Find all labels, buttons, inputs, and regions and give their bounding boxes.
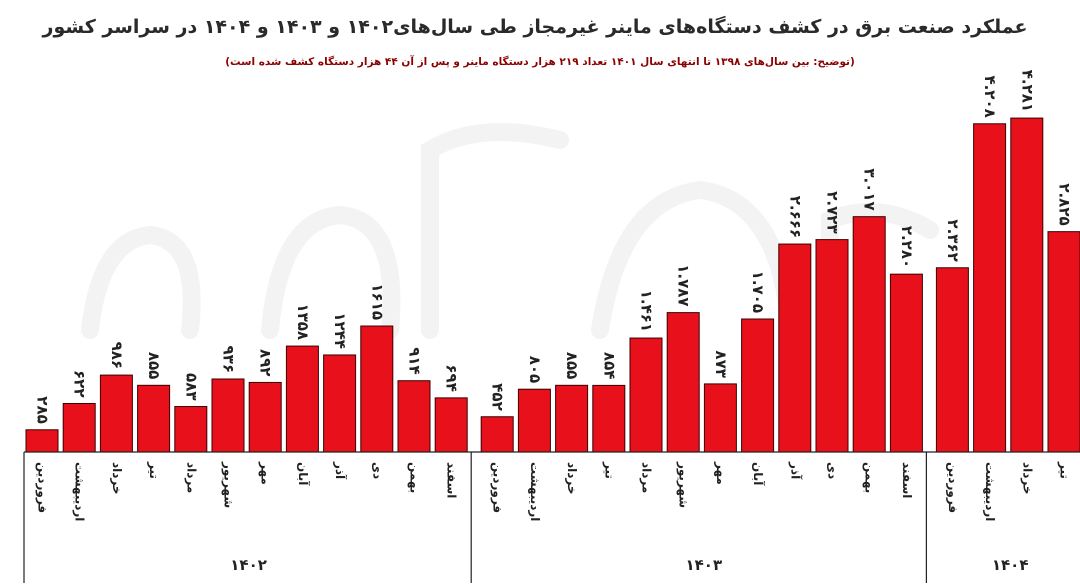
year-group-label: ۱۴۰۲: [230, 556, 267, 574]
month-tick-label: مرداد: [184, 462, 198, 493]
month-tick-label: مرداد: [640, 462, 654, 493]
month-tick-label: دی: [370, 462, 384, 479]
value-label: ۱۶۱۵: [368, 283, 386, 320]
value-label: ۸۵۵: [145, 352, 163, 379]
bar-۱۴۰۲-12: [434, 397, 468, 453]
bar-۱۴۰۲-10: [360, 325, 394, 453]
bar-۱۴۰۳-1: [480, 416, 514, 453]
value-label: ۲.۸۲۵: [1056, 183, 1074, 225]
value-label: ۴.۲۸۱: [1018, 70, 1036, 112]
month-tick-label: فروردین: [35, 462, 50, 513]
bar-۱۴۰۳-9: [778, 243, 812, 453]
bar-۱۴۰۳-11: [852, 216, 886, 453]
value-label: ۲۸۵: [34, 396, 52, 423]
month-tick-label: تیر: [147, 461, 161, 479]
month-tick-label: آبان: [751, 462, 766, 486]
month-tick-label: آذر: [788, 461, 803, 480]
month-tick-label: اردیبهشت: [73, 462, 87, 521]
month-tick-label: آبان: [296, 462, 311, 486]
value-label: ۱.۴۶۱: [638, 290, 656, 332]
value-label: ۱۲۴۴: [331, 312, 349, 349]
bar-۱۴۰۳-2: [517, 388, 551, 453]
bar-۱۴۰۲-4: [137, 384, 171, 453]
bar-۱۴۰۲-6: [211, 378, 245, 453]
bar-۱۴۰۴-1: [935, 267, 969, 453]
month-tick-label: شهریور: [221, 461, 236, 508]
bar-۱۴۰۴-2: [973, 123, 1007, 453]
value-label: ۴.۲۰۸: [981, 75, 999, 117]
value-label: ۸۵۵: [563, 352, 581, 379]
bar-۱۴۰۳-6: [666, 312, 700, 453]
month-tick-label: بهمن: [408, 462, 422, 493]
bar-۱۴۰۳-8: [741, 318, 775, 453]
month-tick-label: اردیبهشت: [528, 462, 542, 521]
value-label: ۸۹۲: [257, 349, 275, 376]
value-label: ۲.۶۶۶: [786, 196, 804, 238]
bar-۱۴۰۲-1: [25, 429, 59, 453]
watermark: [81, 123, 939, 339]
bar-۱۴۰۳-7: [703, 383, 737, 453]
value-label: ۹۳۶: [220, 346, 238, 373]
chart-subtitle: (توضیح: بین سال‌های ۱۳۹۸ تا انتهای سال ۱…: [225, 56, 855, 68]
month-tick-label: فروردین: [490, 462, 505, 513]
value-label: ۵۸۳: [182, 373, 200, 400]
month-tick-label: آذر: [333, 461, 348, 480]
bar-۱۴۰۲-9: [323, 354, 357, 453]
bar-۱۴۰۳-3: [555, 384, 589, 453]
value-label: ۹۸۶: [108, 342, 126, 369]
month-tick-label: مهر: [714, 461, 728, 485]
bar-۱۴۰۳-4: [592, 384, 626, 453]
bar-۱۴۰۳-12: [889, 273, 923, 453]
value-label: ۱۳۵۸: [294, 303, 312, 340]
value-label: ۸۰۵: [526, 356, 544, 383]
value-label: ۶۹۴: [443, 364, 461, 391]
month-tick-label: دی: [826, 462, 840, 479]
value-label: ۳.۰۱۷: [861, 168, 879, 210]
value-label: ۸۵۴: [600, 352, 618, 379]
value-label: ۶۲۲: [71, 370, 89, 397]
value-label: ۹۱۴: [406, 347, 424, 374]
value-label: ۱.۷۸۷: [675, 264, 693, 306]
bar-۱۴۰۲-8: [285, 345, 319, 453]
bar-۱۴۰۲-5: [174, 406, 208, 453]
bar-۱۴۰۳-5: [629, 337, 663, 453]
month-tick-label: تیر: [602, 461, 616, 479]
value-label: ۲.۷۲۳: [824, 191, 842, 233]
month-tick-label: خرداد: [565, 462, 579, 495]
month-tick-label: اسفند: [900, 462, 914, 498]
month-tick-label: تیر: [1058, 461, 1072, 479]
value-label: ۱.۷۰۵: [749, 271, 767, 313]
value-label: ۴۵۲: [489, 383, 507, 410]
bar-۱۴۰۲-3: [99, 374, 133, 453]
bar-۱۴۰۴-3: [1010, 117, 1044, 453]
year-group-label: ۱۴۰۳: [685, 556, 722, 574]
bar-۱۴۰۲-11: [397, 380, 431, 453]
month-tick-label: مهر: [259, 461, 273, 485]
month-tick-label: بهمن: [863, 462, 877, 493]
month-tick-label: خرداد: [110, 462, 124, 495]
month-tick-label: خرداد: [1020, 462, 1034, 495]
month-tick-label: فروردین: [945, 462, 960, 513]
bar-۱۴۰۴-4: [1047, 231, 1080, 453]
value-label: ۸۷۳: [712, 350, 730, 377]
chart-title: عملکرد صنعت برق در کشف دستگاه‌های ماینر …: [42, 16, 1028, 38]
bar-۱۴۰۲-2: [62, 402, 96, 453]
bar-۱۴۰۳-10: [815, 239, 849, 453]
month-tick-label: اسفند: [445, 462, 459, 498]
month-tick-label: شهریور: [676, 461, 691, 508]
bar-۱۴۰۲-7: [248, 381, 282, 453]
year-group-label: ۱۴۰۴: [992, 556, 1029, 574]
value-label: ۲.۳۶۲: [944, 219, 962, 261]
month-tick-label: اردیبهشت: [983, 462, 997, 521]
value-label: ۲.۲۸۰: [898, 226, 916, 268]
